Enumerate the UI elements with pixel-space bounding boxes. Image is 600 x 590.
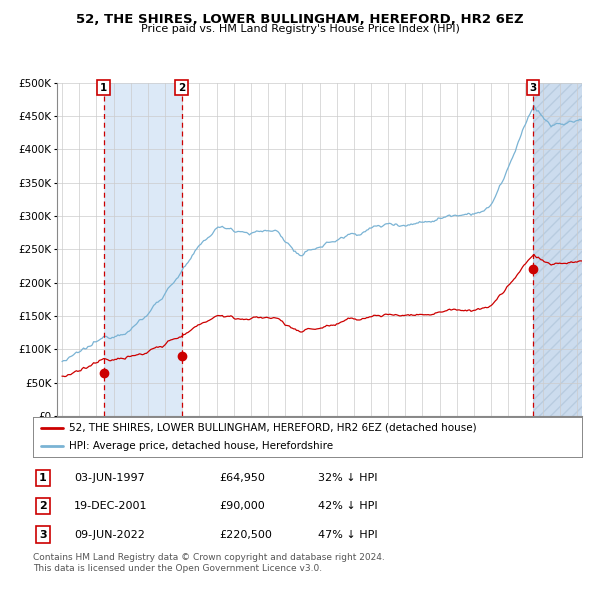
Text: £90,000: £90,000	[220, 502, 265, 511]
Text: 32% ↓ HPI: 32% ↓ HPI	[319, 473, 378, 483]
Text: This data is licensed under the Open Government Licence v3.0.: This data is licensed under the Open Gov…	[33, 564, 322, 573]
Text: 19-DEC-2001: 19-DEC-2001	[74, 502, 148, 511]
Text: 52, THE SHIRES, LOWER BULLINGHAM, HEREFORD, HR2 6EZ: 52, THE SHIRES, LOWER BULLINGHAM, HEREFO…	[76, 13, 524, 26]
Text: HPI: Average price, detached house, Herefordshire: HPI: Average price, detached house, Here…	[68, 441, 333, 451]
Text: 52, THE SHIRES, LOWER BULLINGHAM, HEREFORD, HR2 6EZ (detached house): 52, THE SHIRES, LOWER BULLINGHAM, HEREFO…	[68, 423, 476, 433]
Text: £220,500: £220,500	[220, 530, 272, 539]
Text: 2: 2	[178, 83, 185, 93]
Bar	[533, 83, 582, 416]
Text: 2: 2	[39, 502, 47, 511]
Text: £64,950: £64,950	[220, 473, 266, 483]
Bar	[533, 83, 582, 416]
Text: 1: 1	[100, 83, 107, 93]
Text: 3: 3	[39, 530, 47, 539]
Text: Price paid vs. HM Land Registry's House Price Index (HPI): Price paid vs. HM Land Registry's House …	[140, 24, 460, 34]
Text: 1: 1	[39, 473, 47, 483]
Text: 09-JUN-2022: 09-JUN-2022	[74, 530, 145, 539]
Text: 47% ↓ HPI: 47% ↓ HPI	[319, 530, 378, 539]
Text: 42% ↓ HPI: 42% ↓ HPI	[319, 502, 378, 511]
Text: 3: 3	[529, 83, 536, 93]
Text: 03-JUN-1997: 03-JUN-1997	[74, 473, 145, 483]
Text: Contains HM Land Registry data © Crown copyright and database right 2024.: Contains HM Land Registry data © Crown c…	[33, 553, 385, 562]
Bar	[104, 83, 182, 416]
